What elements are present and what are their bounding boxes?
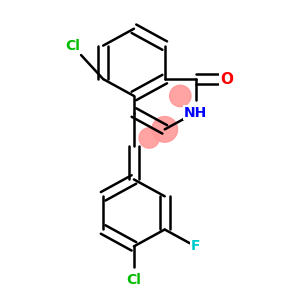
Text: NH: NH [184,106,207,119]
Text: O: O [220,72,233,87]
Circle shape [139,128,159,148]
Circle shape [152,116,178,142]
Text: Cl: Cl [127,273,141,286]
Text: Cl: Cl [65,39,80,52]
Text: F: F [191,239,200,254]
Circle shape [169,85,191,106]
